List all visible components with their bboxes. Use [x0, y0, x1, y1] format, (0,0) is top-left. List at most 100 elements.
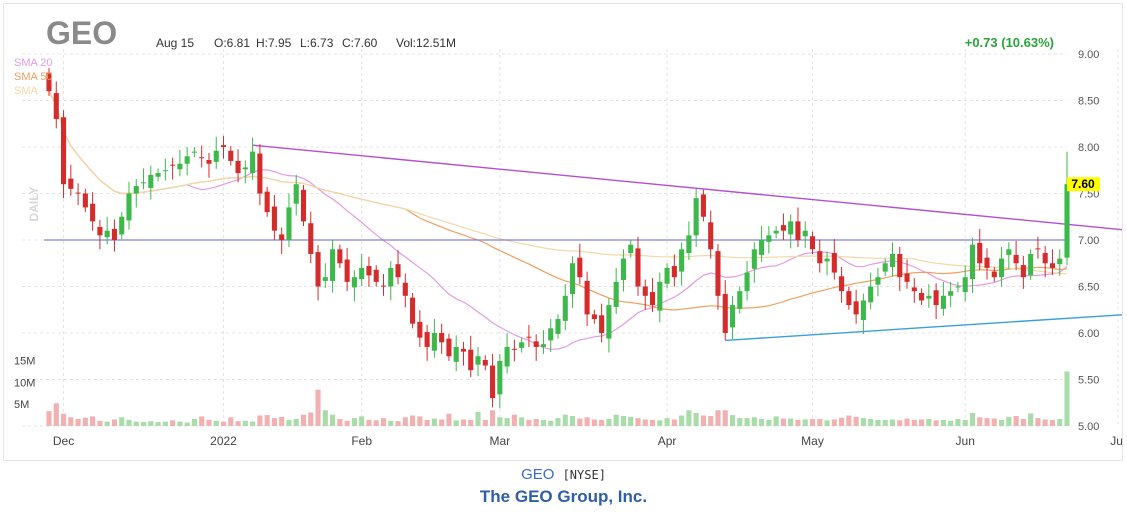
volume-bar — [82, 417, 88, 426]
volume-bar — [933, 420, 939, 426]
volume-bar — [1042, 419, 1048, 426]
volume-bar — [569, 415, 576, 426]
candle-body — [1020, 265, 1026, 278]
candle-body — [824, 258, 830, 262]
volume-bar — [90, 416, 96, 426]
candle-body — [511, 348, 517, 350]
candle-body — [271, 206, 277, 231]
candle-body — [744, 272, 750, 292]
candle-body — [286, 207, 292, 240]
candle-body — [446, 338, 452, 357]
candle-body — [599, 315, 605, 333]
candle-body — [97, 226, 103, 236]
candle-body — [140, 182, 147, 184]
chart-frame: 9.00 8.50 8.00 7.50 7.00 6.50 6.00 5.50 5.00 Dec… — [3, 3, 1123, 461]
candle-body — [162, 170, 168, 172]
candle-body — [439, 333, 445, 343]
candle-body — [846, 291, 852, 306]
caption-company-name[interactable]: The GEO Group, Inc. — [479, 487, 648, 506]
candle-body — [337, 249, 343, 264]
price-change: +0.73 (10.63%) — [965, 35, 1054, 50]
candle-body — [933, 290, 939, 306]
volume-bar — [388, 420, 394, 426]
candle-body — [490, 365, 496, 399]
volume-bar — [839, 417, 845, 426]
volume-bar — [708, 415, 714, 426]
candlestick-chart[interactable]: 9.00 8.50 8.00 7.50 7.00 6.50 6.00 5.50 5.00 Dec… — [4, 4, 1122, 460]
candle-body — [177, 163, 183, 170]
candle-body — [591, 314, 597, 320]
candle-body — [722, 293, 728, 333]
candle-body — [1057, 258, 1063, 265]
candle-body — [330, 249, 336, 281]
caption-symbol[interactable]: GEO — [521, 466, 555, 483]
candle-body — [780, 225, 786, 231]
candle-body — [235, 160, 241, 174]
candle-body — [308, 223, 314, 254]
candle-body — [628, 244, 634, 254]
candle-body — [904, 273, 910, 282]
candle-body — [359, 267, 365, 280]
candle-body — [766, 235, 772, 242]
candle-body — [831, 253, 837, 273]
volume-bar — [977, 417, 983, 426]
volume-bar — [344, 420, 350, 426]
volume-bar — [1035, 418, 1041, 426]
candle-body — [257, 153, 263, 194]
volume-bar — [250, 421, 256, 426]
candle-body — [642, 286, 648, 296]
legend-sma200: SMA — [14, 85, 39, 97]
caption-exchange: [NYSE] — [562, 468, 606, 482]
candle-body — [875, 277, 881, 285]
volume-bar — [1049, 419, 1056, 426]
volume-bar — [504, 418, 510, 426]
volume-bar — [679, 415, 685, 426]
x-tick-label: Jun — [956, 434, 975, 448]
candle-body — [969, 244, 976, 280]
volume-bar — [868, 419, 874, 426]
candle-body — [300, 189, 307, 222]
volume-bar — [780, 418, 786, 426]
volume-bar — [540, 419, 547, 426]
volume-bar — [628, 416, 634, 426]
volume-bar — [555, 418, 561, 426]
volume-bar — [766, 419, 772, 426]
x-tick-label: 2022 — [210, 434, 237, 448]
volume-bar — [904, 418, 910, 426]
candle-body — [322, 277, 328, 281]
candle-body — [1028, 253, 1034, 276]
candle-body — [60, 117, 67, 185]
volume-bar — [453, 420, 459, 426]
volume-bar — [511, 414, 517, 426]
volume-bar — [97, 420, 103, 426]
volume-bar — [686, 410, 692, 426]
y-tick-label: 7.00 — [1078, 235, 1099, 247]
candle-body — [206, 160, 212, 164]
candle-body — [977, 242, 983, 264]
candle-body — [737, 291, 743, 309]
candles — [46, 67, 1070, 409]
candle-body — [853, 301, 859, 315]
volume-bar — [199, 416, 205, 426]
candle-body — [817, 251, 823, 264]
candle-body — [388, 267, 394, 287]
candle-body — [889, 253, 896, 267]
volume-bar — [315, 389, 321, 426]
volume-bar — [119, 417, 125, 426]
volume-bar — [715, 410, 721, 426]
quote-volume: Vol:12.51M — [396, 36, 456, 50]
candle-body — [482, 359, 488, 366]
candle-body — [315, 252, 321, 287]
upper-trendline — [252, 144, 1122, 231]
candle-body — [155, 173, 161, 177]
legend-sma20: SMA 20 — [14, 57, 53, 69]
trendlines — [44, 144, 1122, 342]
y-tick-label: 8.00 — [1078, 142, 1099, 154]
volume-bar — [722, 410, 728, 426]
x-tick-label: Feb — [351, 434, 372, 448]
candle-body — [264, 191, 270, 213]
volume-bar — [497, 417, 503, 426]
volume-bar — [962, 419, 968, 426]
candle-body — [366, 266, 372, 276]
volume-bar — [897, 420, 903, 426]
